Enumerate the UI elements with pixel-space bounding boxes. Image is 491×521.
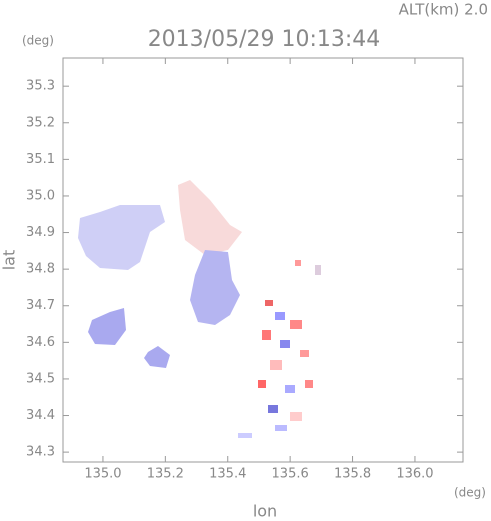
echo xyxy=(270,360,282,370)
echo xyxy=(295,260,301,266)
y-tick-label: 35.1 xyxy=(26,152,55,167)
x-tick-label: 135.8 xyxy=(334,467,371,482)
echo xyxy=(78,205,165,270)
y-unit: (deg) xyxy=(22,34,54,48)
y-axis-label: lat xyxy=(0,250,19,271)
echo xyxy=(290,412,302,421)
x-axis-label: lon xyxy=(253,502,277,521)
y-tick-label: 34.9 xyxy=(26,225,55,240)
y-tick-label: 34.8 xyxy=(26,262,55,277)
y-tick-label: 34.5 xyxy=(26,371,55,386)
echo xyxy=(275,425,287,431)
echo xyxy=(275,312,285,320)
x-tick-label: 135.0 xyxy=(84,467,121,482)
radar-echoes xyxy=(78,180,321,438)
chart-title: 2013/05/29 10:13:44 xyxy=(148,27,381,52)
echo xyxy=(265,300,273,306)
y-tick-label: 34.7 xyxy=(26,298,55,313)
altitude-label: ALT(km) 2.0 xyxy=(399,1,488,19)
plot-frame xyxy=(62,57,464,463)
echo xyxy=(258,380,266,388)
x-unit: (deg) xyxy=(454,486,486,500)
echo xyxy=(305,380,313,388)
y-tick-label: 34.4 xyxy=(26,408,55,423)
x-tick-label: 136.0 xyxy=(396,467,433,482)
echo xyxy=(290,320,302,329)
x-tick-label: 135.4 xyxy=(209,467,246,482)
y-tick-label: 34.6 xyxy=(26,335,55,350)
echo xyxy=(300,350,309,357)
y-tick-label: 34.3 xyxy=(26,445,55,460)
echo xyxy=(88,308,126,345)
x-tick-label: 135.2 xyxy=(147,467,184,482)
echo xyxy=(280,340,290,348)
y-tick-label: 35.2 xyxy=(26,115,55,130)
echo xyxy=(285,385,295,393)
scattered-echoes xyxy=(238,260,321,438)
echo xyxy=(268,405,278,413)
echo xyxy=(144,346,170,368)
echo xyxy=(315,265,321,275)
echo xyxy=(178,180,242,255)
echo xyxy=(190,250,240,325)
echo xyxy=(238,433,252,438)
y-tick-label: 35.3 xyxy=(26,79,55,94)
y-tick-label: 35.0 xyxy=(26,188,55,203)
x-tick-label: 135.6 xyxy=(272,467,309,482)
echo xyxy=(262,330,271,340)
